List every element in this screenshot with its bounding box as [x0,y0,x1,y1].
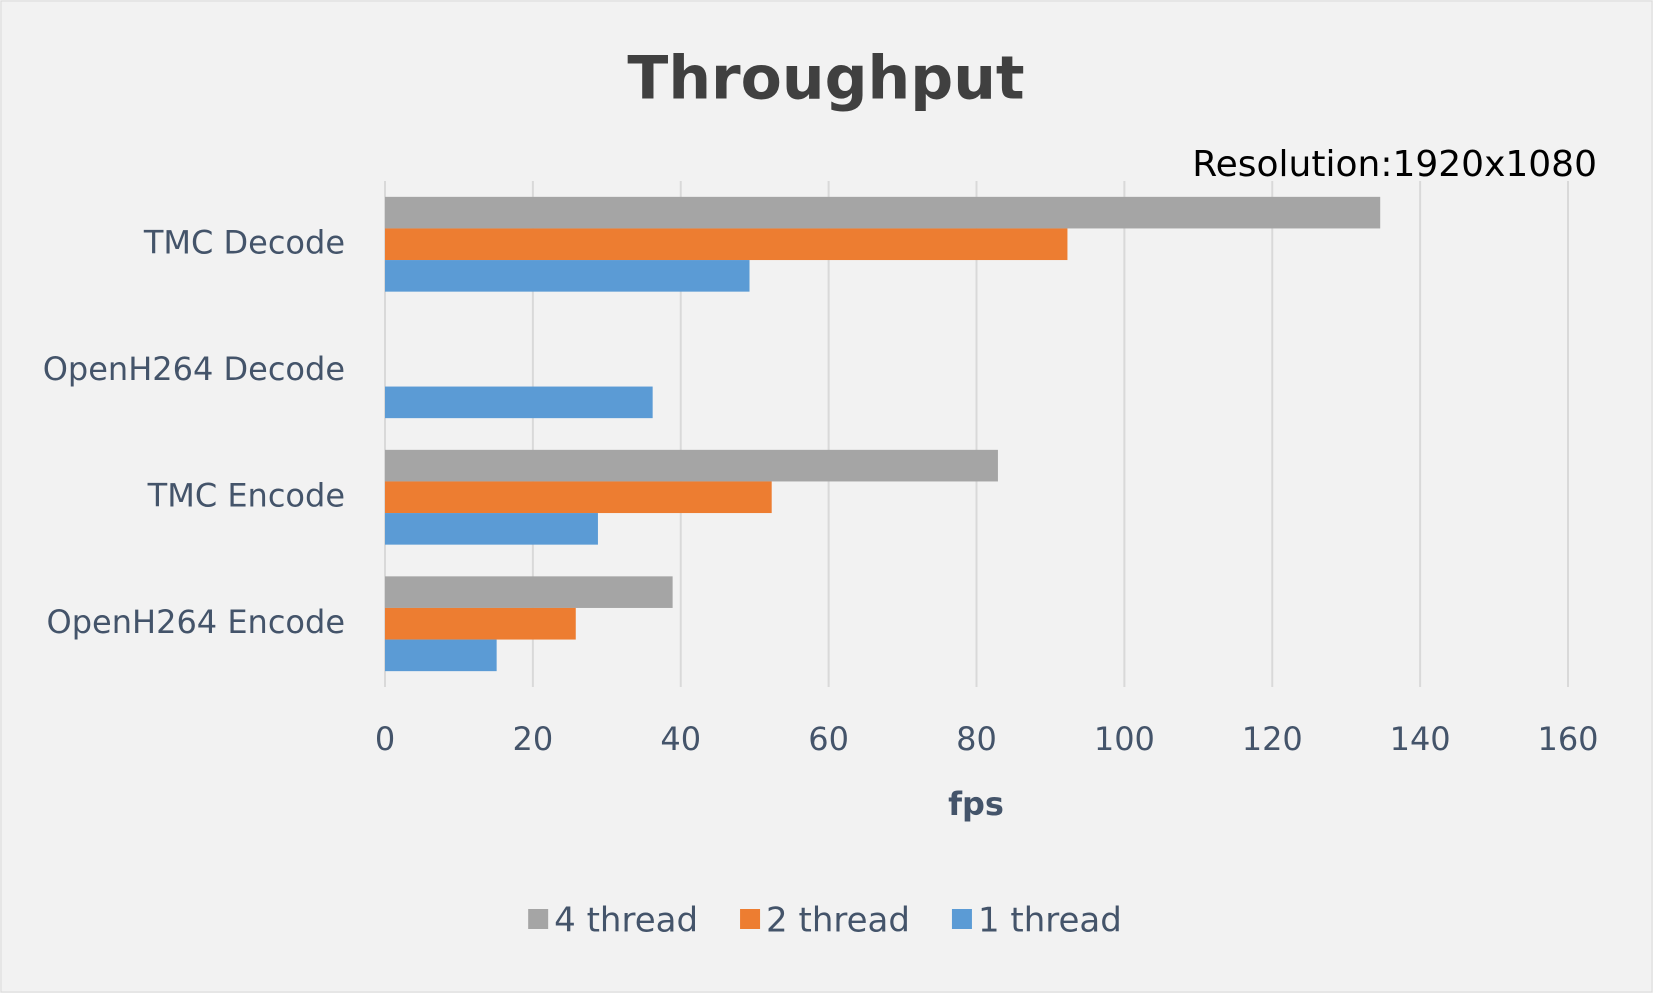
x-tick-label: 20 [513,720,554,758]
y-tick-label: OpenH264 Decode [43,350,345,388]
bar [385,449,998,482]
y-tick-label: TMC Encode [147,476,345,514]
bar [385,576,673,608]
y-tick-label: OpenH264 Encode [47,603,345,641]
bar [385,386,653,419]
x-axis-label: fps [948,785,1004,823]
legend-swatch [528,909,549,929]
bar [385,260,750,292]
x-tick-label: 0 [375,720,395,758]
bar [385,513,598,545]
x-tick-label: 140 [1390,720,1451,758]
legend-label: 2 thread [766,901,910,941]
legend-swatch [951,909,972,929]
annotation: Resolution:1920x1080 [1192,144,1597,185]
bar [385,607,576,640]
x-tick-label: 60 [808,720,849,758]
x-tick-label: 80 [956,720,997,758]
bar [385,639,497,672]
x-tick-label: 160 [1537,720,1598,758]
bar [385,196,1381,229]
legend-label: 1 thread [978,901,1122,941]
bar [385,481,772,514]
chart-title: Throughput [627,44,1024,114]
legend-label: 4 thread [554,901,698,941]
legend-swatch [740,909,761,929]
y-tick-label: TMC Decode [143,223,345,261]
x-tick-label: 40 [660,720,701,758]
x-tick-label: 120 [1242,720,1303,758]
bar [385,228,1068,261]
x-tick-label: 100 [1094,720,1155,758]
